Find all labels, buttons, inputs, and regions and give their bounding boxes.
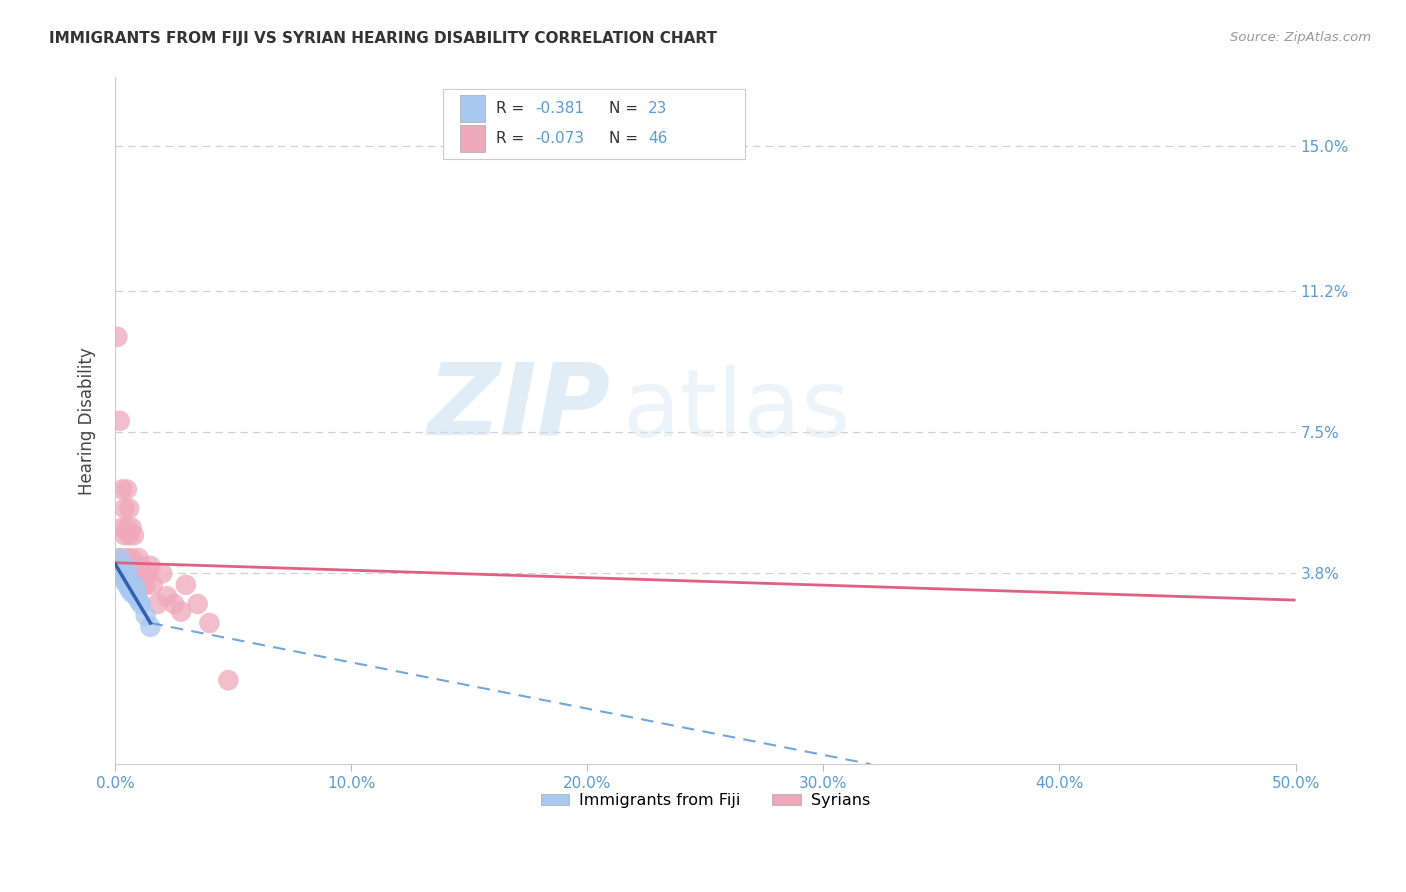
Point [114, 566, 136, 581]
Text: -0.073: -0.073 [536, 131, 585, 145]
Point [142, 578, 165, 592]
Point [121, 566, 143, 581]
Point [122, 585, 145, 599]
Point [198, 615, 221, 630]
Point [118, 528, 141, 542]
Point [174, 578, 197, 592]
Point [125, 589, 148, 603]
Point [125, 558, 148, 573]
Point [136, 566, 159, 581]
Point [135, 608, 157, 623]
Point [122, 558, 145, 573]
Text: R =: R = [496, 102, 530, 116]
Text: IMMIGRANTS FROM FIJI VS SYRIAN HEARING DISABILITY CORRELATION CHART: IMMIGRANTS FROM FIJI VS SYRIAN HEARING D… [49, 31, 717, 46]
Point [121, 521, 143, 535]
Point [129, 597, 152, 611]
Point [115, 570, 138, 584]
Point [139, 620, 162, 634]
Point [111, 521, 134, 535]
Point [115, 566, 138, 581]
Text: -0.381: -0.381 [536, 102, 585, 116]
Point [128, 551, 150, 566]
Point [105, 558, 128, 573]
Point [108, 551, 131, 566]
Point [115, 483, 138, 497]
Point [111, 563, 134, 577]
Point [111, 483, 134, 497]
Point [115, 578, 138, 592]
Point [122, 528, 145, 542]
Legend: Immigrants from Fiji, Syrians: Immigrants from Fiji, Syrians [534, 787, 876, 814]
Point [125, 566, 148, 581]
Point [121, 585, 143, 599]
Point [118, 566, 141, 581]
Point [114, 574, 136, 588]
Point [108, 566, 131, 581]
Text: N =: N = [609, 102, 643, 116]
Point [115, 551, 138, 566]
Point [105, 330, 128, 344]
Y-axis label: Hearing Disability: Hearing Disability [79, 347, 96, 495]
Point [111, 570, 134, 584]
Text: atlas: atlas [623, 365, 851, 457]
Point [111, 558, 134, 573]
Point [135, 578, 157, 592]
Point [128, 566, 150, 581]
Point [125, 582, 148, 596]
Point [170, 605, 193, 619]
Point [187, 597, 209, 611]
Point [217, 673, 239, 688]
Point [115, 521, 138, 535]
Point [122, 578, 145, 592]
Point [114, 528, 136, 542]
Point [122, 566, 145, 581]
Text: 23: 23 [648, 102, 668, 116]
Point [114, 558, 136, 573]
Point [118, 574, 141, 588]
Text: N =: N = [609, 131, 643, 145]
Text: ZIP: ZIP [427, 359, 610, 456]
Point [121, 551, 143, 566]
Point [114, 558, 136, 573]
Text: 46: 46 [648, 131, 668, 145]
Point [150, 566, 173, 581]
Point [118, 582, 141, 596]
Point [139, 558, 162, 573]
Point [115, 563, 138, 577]
Point [129, 558, 152, 573]
Point [108, 551, 131, 566]
Point [114, 566, 136, 581]
Point [121, 578, 143, 592]
Point [108, 414, 131, 428]
Point [111, 566, 134, 581]
Point [105, 566, 128, 581]
Point [163, 597, 186, 611]
Point [156, 589, 179, 603]
Text: R =: R = [496, 131, 530, 145]
Point [132, 566, 155, 581]
Point [146, 597, 169, 611]
Point [118, 501, 141, 516]
Text: Source: ZipAtlas.com: Source: ZipAtlas.com [1230, 31, 1371, 45]
Point [129, 578, 152, 592]
Point [128, 593, 150, 607]
Point [108, 558, 131, 573]
Point [114, 501, 136, 516]
